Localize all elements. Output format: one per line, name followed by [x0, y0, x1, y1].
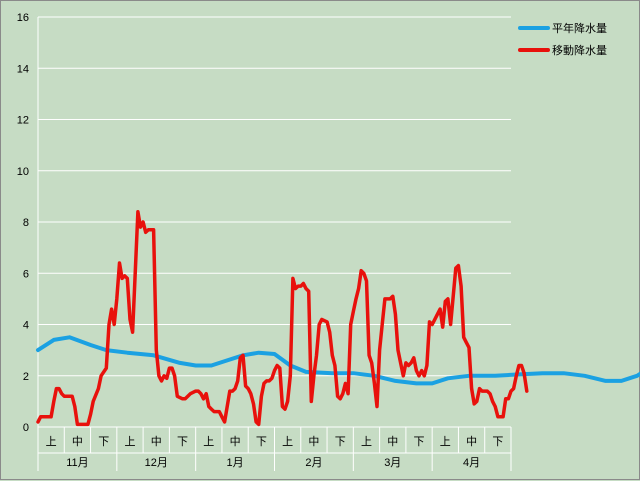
period-label: 中 — [308, 435, 319, 448]
month-label: 1月 — [227, 457, 244, 469]
month-label: 3月 — [384, 457, 401, 469]
month-label: 12月 — [145, 457, 168, 469]
period-label: 下 — [414, 436, 425, 448]
period-label: 下 — [177, 436, 188, 448]
period-label: 中 — [466, 435, 477, 448]
month-label: 11月 — [66, 457, 88, 469]
y-tick-label: 8 — [23, 217, 29, 229]
y-tick-label: 0 — [23, 422, 29, 434]
period-label: 中 — [72, 435, 83, 448]
y-tick-label: 12 — [17, 115, 29, 127]
y-tick-label: 4 — [23, 320, 29, 332]
period-label: 上 — [124, 435, 135, 448]
period-label: 上 — [203, 435, 214, 448]
period-label: 下 — [256, 436, 267, 448]
y-tick-label: 10 — [17, 166, 29, 178]
y-tick-label: 6 — [23, 268, 29, 280]
series-line — [36, 335, 640, 386]
y-axis-ticks: 0 2 4 6 8 10 12 14 16 — [17, 12, 29, 434]
legend-label: 移動降水量 — [552, 43, 607, 57]
period-label: 下 — [98, 436, 109, 448]
grid-layer — [37, 16, 511, 428]
period-label: 中 — [151, 435, 162, 448]
y-tick-label: 14 — [17, 63, 29, 75]
series-line — [36, 210, 529, 427]
month-label: 4月 — [463, 457, 480, 469]
month-label: 2月 — [305, 457, 322, 469]
period-label: 中 — [387, 435, 398, 448]
period-label: 上 — [361, 435, 372, 448]
period-label: 下 — [335, 436, 346, 448]
period-label: 中 — [230, 435, 241, 448]
y-tick-label: 16 — [17, 12, 29, 24]
period-label: 上 — [282, 435, 293, 448]
x-axis: 上中下11月上中下12月上中下1月上中下2月上中下3月上中下4月 — [37, 427, 512, 471]
period-label: 上 — [46, 435, 57, 448]
period-label: 上 — [440, 435, 451, 448]
series-layer — [36, 210, 640, 427]
legend-label: 平年降水量 — [552, 21, 607, 35]
y-tick-label: 2 — [23, 371, 29, 383]
period-label: 下 — [492, 436, 503, 448]
